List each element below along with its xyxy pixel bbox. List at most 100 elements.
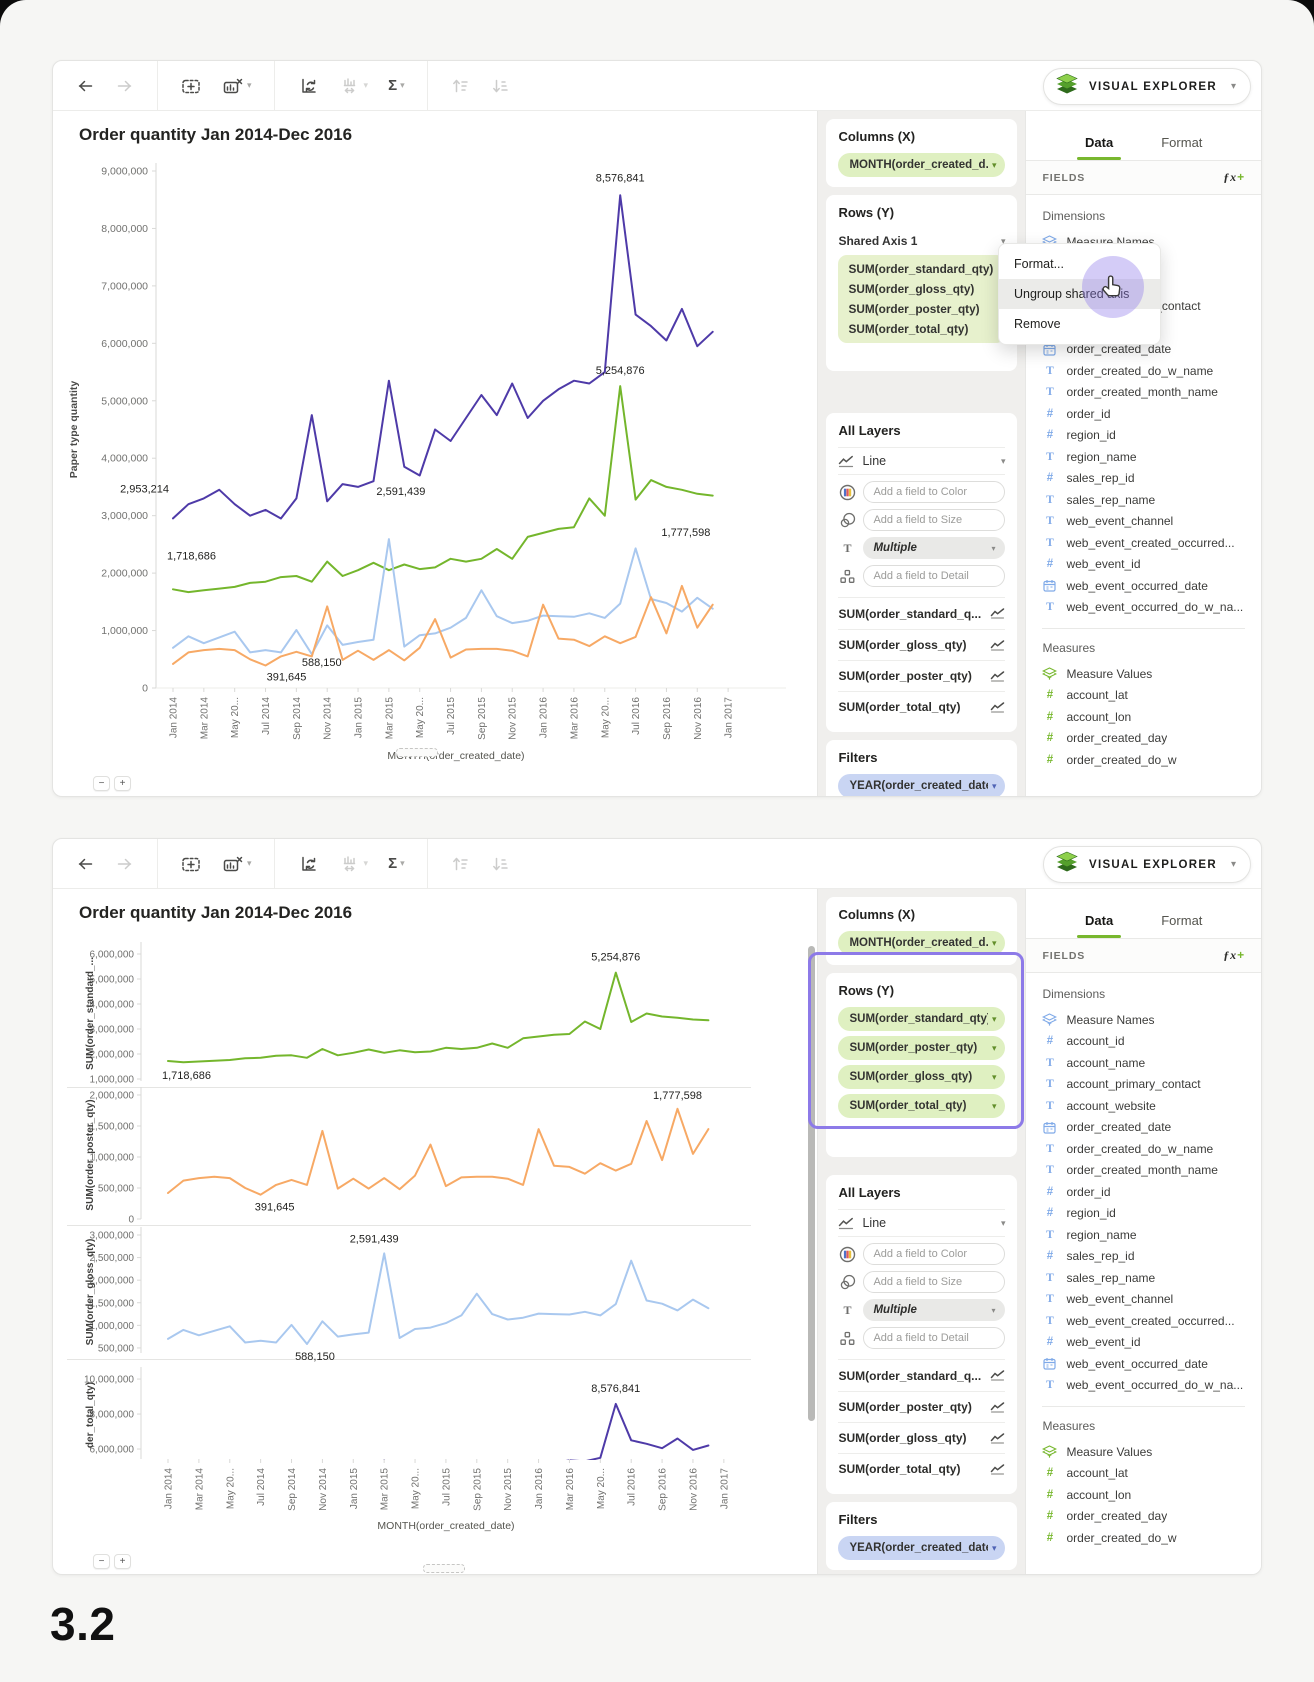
field-row[interactable]: # sales_rep_id xyxy=(1042,468,1261,490)
layer-field-dropzone[interactable]: Add a field to Color xyxy=(863,481,1006,503)
field-row[interactable]: # order_id xyxy=(1042,403,1261,425)
filter-pill[interactable]: YEAR(order_created_date) ▾ xyxy=(838,1536,1006,1560)
zoom-out-button[interactable]: − xyxy=(93,776,110,791)
chart-area[interactable]: Order quantity Jan 2014-Dec 2016 1,000,0… xyxy=(53,889,819,1575)
zoom-in-button[interactable]: + xyxy=(114,1554,131,1569)
row-pill[interactable]: SUM(order_poster_qty) ▾ xyxy=(838,1036,1006,1060)
remove-chart-card-button[interactable]: ▾ xyxy=(222,854,252,874)
field-row[interactable]: # account_lat xyxy=(1042,1463,1261,1485)
context-menu-item[interactable]: Format... xyxy=(1014,257,1065,271)
add-calculated-field-button[interactable]: ƒx+ xyxy=(1223,170,1245,184)
field-row[interactable]: # account_lon xyxy=(1042,706,1261,728)
field-row[interactable]: # order_created_day xyxy=(1042,728,1261,750)
shared-axis-field[interactable]: SUM(order_poster_qty) xyxy=(848,302,980,316)
columns-pill[interactable]: MONTH(order_created_d... ▾ xyxy=(838,153,1006,177)
mark-type-dropdown[interactable]: Line ▾ xyxy=(838,447,1006,475)
visual-explorer-menu-button[interactable]: VISUAL EXPLORER ▾ xyxy=(1043,846,1251,883)
layer-row[interactable]: SUM(order_standard_q... xyxy=(838,598,1005,629)
horizontal-scrollbar[interactable] xyxy=(396,748,438,757)
field-row[interactable]: # account_lon xyxy=(1042,1484,1261,1506)
layer-field-dropzone[interactable]: Add a field to Detail xyxy=(863,565,1006,587)
field-row[interactable]: # order_created_do_w xyxy=(1042,1527,1261,1549)
layer-text-field[interactable]: Multiple ▾ xyxy=(863,537,1006,559)
zoom-out-button[interactable]: − xyxy=(93,1554,110,1569)
layer-field-dropzone[interactable]: Add a field to Size xyxy=(863,509,1006,531)
field-row[interactable]: # web_event_id xyxy=(1042,1332,1261,1354)
field-row[interactable]: order_created_date xyxy=(1042,339,1261,361)
layer-row[interactable]: SUM(order_total_qty) xyxy=(838,1453,1006,1484)
add-calculated-field-button[interactable]: ƒx+ xyxy=(1223,948,1245,962)
field-row[interactable]: order_created_date xyxy=(1042,1117,1261,1139)
tab-format[interactable]: Format xyxy=(1161,135,1203,150)
field-row[interactable]: # order_created_day xyxy=(1042,1506,1261,1528)
line-chart[interactable]: 1,000,000 2,000,000 3,000,000 4,000,000 5,00… xyxy=(53,889,819,1575)
layer-row[interactable]: SUM(order_total_qty) xyxy=(838,691,1006,722)
new-chart-card-button[interactable] xyxy=(180,854,202,874)
filter-pill[interactable]: YEAR(order_created_date) ▾ xyxy=(838,774,1006,796)
tab-data[interactable]: Data xyxy=(1077,905,1122,938)
aggregation-sigma-button[interactable]: Σ ▾ xyxy=(388,77,405,94)
layer-row[interactable]: SUM(order_gloss_qty) xyxy=(838,629,1006,660)
field-row[interactable]: # account_id xyxy=(1042,1031,1261,1053)
layer-row[interactable]: SUM(order_poster_qty) xyxy=(838,1391,1006,1422)
field-row[interactable]: # order_id xyxy=(1042,1181,1261,1203)
context-menu-item[interactable]: Ungroup shared axis xyxy=(999,279,1160,309)
swap-axes-button[interactable] xyxy=(297,76,319,96)
shared-axis-field[interactable]: SUM(order_gloss_qty) xyxy=(848,282,975,296)
shared-axis-field[interactable]: SUM(order_total_qty) xyxy=(848,322,969,336)
field-row[interactable]: Measure Values xyxy=(1042,663,1261,685)
field-row[interactable]: # region_id xyxy=(1042,1203,1261,1225)
mark-type-dropdown[interactable]: Line ▾ xyxy=(838,1209,1006,1237)
back-arrow-button[interactable] xyxy=(75,854,95,874)
zoom-in-button[interactable]: + xyxy=(114,776,131,791)
row-pill[interactable]: SUM(order_total_qty) ▾ xyxy=(838,1094,1006,1118)
layer-row[interactable]: SUM(order_poster_qty) xyxy=(838,660,1006,691)
remove-chart-card-button[interactable]: ▾ xyxy=(222,76,252,96)
back-arrow-button[interactable] xyxy=(75,76,95,96)
layer-text-field[interactable]: Multiple ▾ xyxy=(863,1299,1006,1321)
field-row[interactable]: # order_created_do_w xyxy=(1042,749,1261,771)
row-pill[interactable]: SUM(order_gloss_qty) ▾ xyxy=(838,1065,1006,1089)
new-chart-card-button[interactable] xyxy=(180,76,202,96)
field-row[interactable]: # web_event_id xyxy=(1042,554,1261,576)
field-row[interactable]: Measure Names xyxy=(1042,1009,1261,1031)
shared-axis-dropdown[interactable]: Shared Axis 1 ▾ xyxy=(838,229,1005,253)
layer-row[interactable]: SUM(order_standard_q... xyxy=(838,1360,1005,1391)
context-menu-item[interactable]: Remove xyxy=(1014,317,1061,331)
layer-row[interactable]: SUM(order_gloss_qty) xyxy=(838,1422,1006,1453)
field-row[interactable]: web_event_occurred_date xyxy=(1042,1353,1261,1375)
tab-format[interactable]: Format xyxy=(1161,913,1203,928)
layer-field-dropzone[interactable]: Add a field to Detail xyxy=(863,1327,1006,1349)
horizontal-scrollbar[interactable] xyxy=(423,1564,465,1573)
field-row[interactable]: # sales_rep_id xyxy=(1042,1246,1261,1268)
line-chart[interactable]: 0 1,000,000 2,000,000 3,000,000 4,000,000 5,0… xyxy=(53,111,819,797)
aggregation-sigma-button[interactable]: Σ ▾ xyxy=(388,855,405,872)
visual-explorer-menu-button[interactable]: VISUAL EXPLORER ▾ xyxy=(1043,68,1251,105)
field-row[interactable]: web_event_occurred_date xyxy=(1042,575,1261,597)
tab-data[interactable]: Data xyxy=(1077,127,1122,160)
row-pill[interactable]: SUM(order_standard_qty) ▾ xyxy=(838,1007,1006,1031)
chart-area[interactable]: Order quantity Jan 2014-Dec 2016 0 1,000,… xyxy=(53,111,819,797)
swap-axes-button[interactable] xyxy=(297,854,319,874)
shared-axis-field[interactable]: SUM(order_standard_qty) xyxy=(848,262,994,276)
field-row[interactable]: Measure Values xyxy=(1042,1441,1261,1463)
vertical-scrollbar[interactable] xyxy=(808,946,816,1421)
layer-field-dropzone[interactable]: Add a field to Size xyxy=(863,1271,1006,1293)
layer-field-dropzone[interactable]: Add a field to Color xyxy=(863,1243,1006,1265)
